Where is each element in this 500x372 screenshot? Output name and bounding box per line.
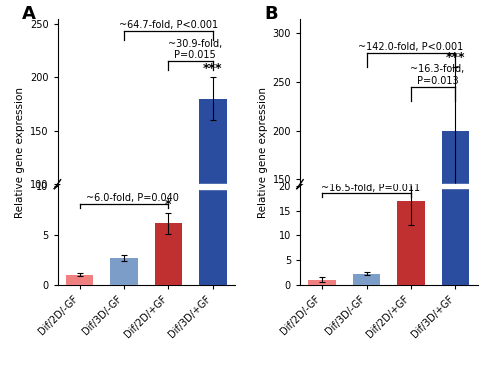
Text: ~142.0-fold, P<0.001: ~142.0-fold, P<0.001 bbox=[358, 42, 464, 52]
Bar bbox=[154, 284, 182, 291]
Text: ~6.0-fold, P=0.040: ~6.0-fold, P=0.040 bbox=[86, 193, 180, 203]
Text: Relative gene expression: Relative gene expression bbox=[258, 87, 268, 218]
Text: ~16.5-fold, P=0.011: ~16.5-fold, P=0.011 bbox=[322, 183, 420, 193]
Bar bbox=[308, 280, 336, 285]
Bar bbox=[353, 323, 380, 326]
Bar bbox=[397, 309, 424, 326]
Bar bbox=[442, 0, 469, 285]
Text: B: B bbox=[264, 5, 278, 23]
Bar bbox=[110, 288, 138, 291]
Text: *: * bbox=[165, 198, 172, 211]
Bar bbox=[110, 258, 138, 285]
Bar bbox=[66, 290, 94, 291]
Bar bbox=[154, 224, 182, 285]
Bar bbox=[353, 274, 380, 285]
Bar bbox=[199, 0, 226, 285]
Bar bbox=[199, 99, 226, 291]
Bar bbox=[308, 324, 336, 326]
Text: A: A bbox=[22, 5, 36, 23]
Bar bbox=[442, 131, 469, 326]
Text: ***: *** bbox=[446, 51, 465, 64]
Text: Relative gene expression: Relative gene expression bbox=[15, 87, 25, 218]
Text: ~30.9-fold,
P=0.015: ~30.9-fold, P=0.015 bbox=[168, 39, 222, 60]
Text: ***: *** bbox=[203, 62, 222, 75]
Bar bbox=[442, 185, 469, 188]
Text: *: * bbox=[408, 156, 414, 169]
Bar bbox=[397, 201, 424, 285]
Bar bbox=[66, 275, 94, 285]
Bar bbox=[199, 185, 226, 189]
Text: ~64.7-fold, P<0.001: ~64.7-fold, P<0.001 bbox=[119, 20, 218, 31]
Text: ~16.3-fold,
P=0.013: ~16.3-fold, P=0.013 bbox=[410, 64, 465, 86]
